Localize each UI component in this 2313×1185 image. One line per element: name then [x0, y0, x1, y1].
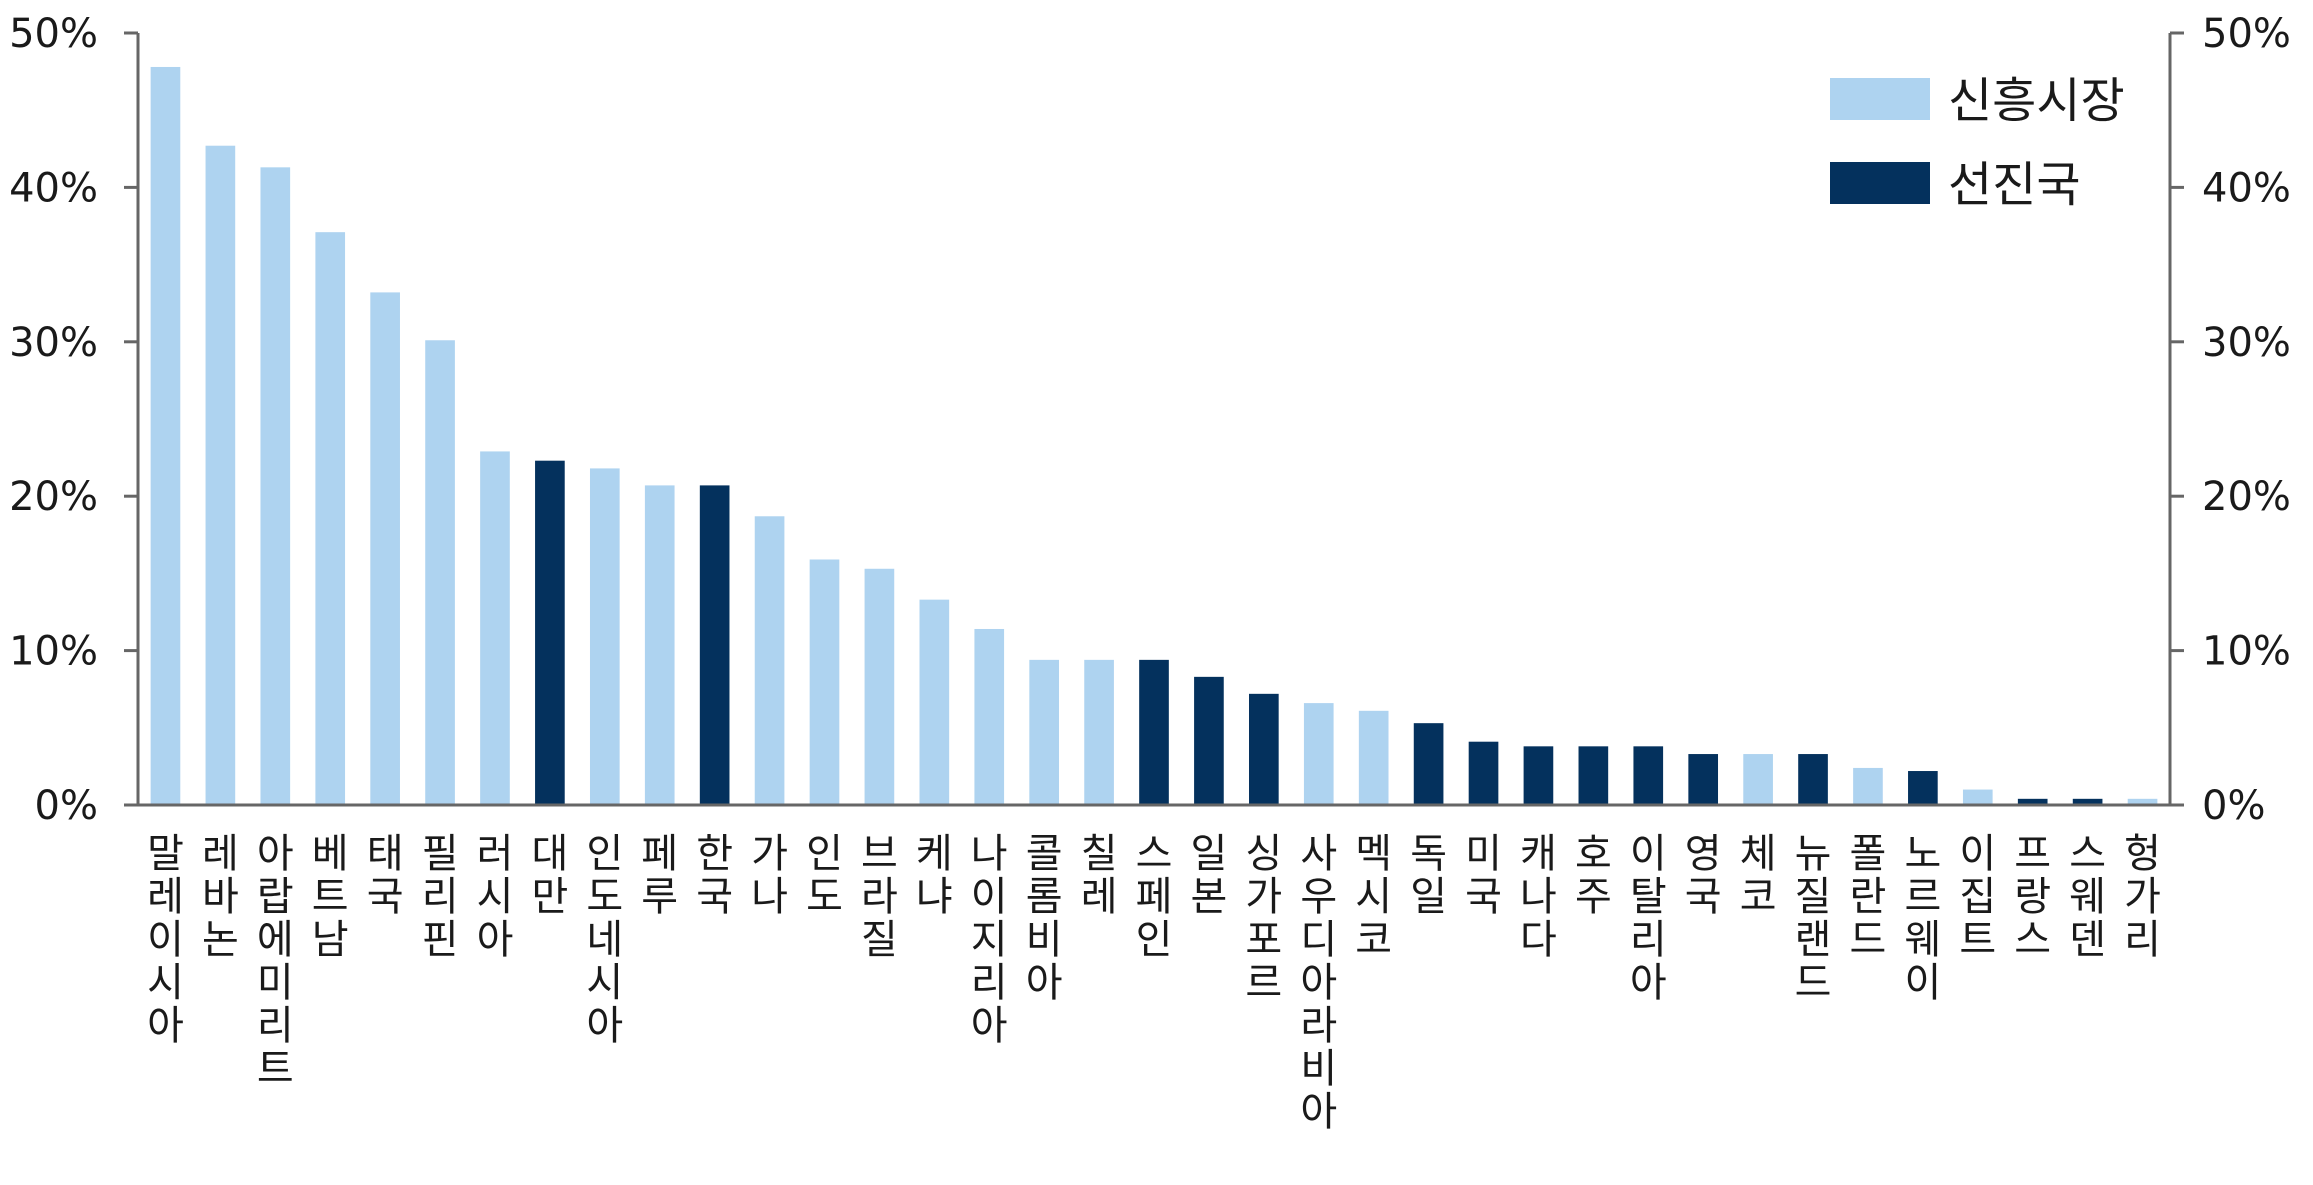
bar-8 [589, 468, 620, 805]
legend-swatch-emerging [1830, 78, 1930, 120]
legend-label-developed: 선진국 [1948, 157, 2080, 213]
bar-9 [644, 485, 675, 805]
right-y-tick-label: 20% [2202, 474, 2291, 520]
bar-15 [974, 628, 1005, 805]
left-y-tick-label: 40% [9, 165, 98, 211]
bar-18 [1139, 659, 1169, 805]
bar-36 [2127, 798, 2158, 805]
bar-27 [1633, 746, 1664, 805]
bar-21 [1303, 703, 1334, 805]
bar-28 [1688, 754, 1719, 805]
bar-34 [2017, 798, 2048, 805]
axes-group [136, 33, 2172, 807]
bar-5 [425, 340, 455, 805]
x-labels-group: 말 레 이 시 아 레 바 논 아 랍 에 미 리 트 베 트 남 태 국 필 리 핀 러 시 아 대 만 인 도 네 시 아 페 루한 국가 나인 도… [147, 831, 2161, 1135]
bar-24 [1468, 741, 1499, 805]
bar-11 [754, 516, 785, 805]
legend: 신흥시장 선진국 [1830, 73, 2125, 213]
bar-16 [1029, 659, 1059, 805]
legend-swatch-developed [1830, 162, 1930, 204]
left-y-tick-label: 0% [35, 783, 98, 829]
bar-3 [315, 232, 346, 805]
bar-26 [1578, 746, 1609, 805]
bar-19 [1194, 676, 1224, 805]
right-y-tick-label: 30% [2202, 320, 2291, 366]
right-y-tick-label: 50% [2202, 11, 2291, 57]
bar-23 [1413, 723, 1444, 805]
right-y-tick-label: 0% [2202, 783, 2265, 829]
left-y-tick-label: 10% [9, 629, 98, 675]
bar-1 [205, 145, 236, 805]
bar-32 [1908, 771, 1938, 805]
bar-2 [260, 167, 291, 805]
legend-label-emerging: 신흥시장 [1948, 73, 2125, 129]
bar-13 [864, 568, 895, 805]
bar-35 [2072, 798, 2103, 805]
bar-10 [699, 485, 730, 805]
bars-group [150, 66, 2158, 806]
left-y-tick-label: 50% [9, 11, 98, 57]
left-y-tick-label: 20% [9, 474, 98, 520]
bar-22 [1358, 710, 1389, 805]
bar-14 [919, 599, 950, 805]
left-y-tick-label: 30% [9, 320, 98, 366]
right-y-tick-label: 40% [2202, 165, 2291, 211]
bar-33 [1962, 789, 1993, 805]
bar-29 [1743, 754, 1773, 805]
bar-30 [1798, 754, 1828, 805]
bar-17 [1084, 659, 1114, 805]
bar-4 [370, 292, 400, 805]
bar-25 [1523, 746, 1554, 805]
bar-20 [1249, 693, 1279, 805]
bar-7 [535, 460, 565, 805]
bar-12 [809, 559, 840, 805]
bar-6 [480, 451, 510, 805]
bar-0 [150, 66, 181, 806]
y-ticks-group: 0% 0% 10% 10% 20% 20% 30% 30% 40% 40% 50% 50% [9, 11, 2291, 829]
bar-31 [1853, 767, 1883, 805]
right-y-tick-label: 10% [2202, 629, 2291, 675]
